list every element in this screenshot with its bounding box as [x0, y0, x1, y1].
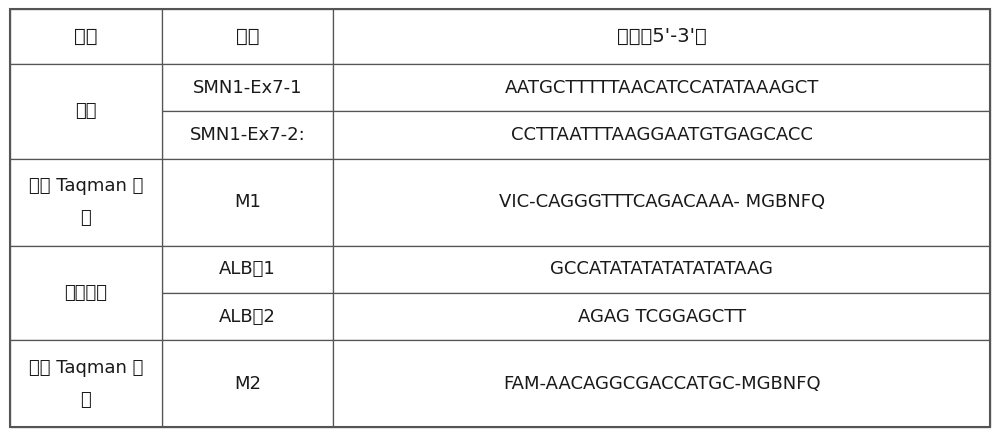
Text: 类型: 类型 [74, 27, 98, 46]
Bar [162, 9, 333, 64]
Text: ALB－2: ALB－2 [219, 308, 276, 326]
Text: ALB－1: ALB－1 [219, 260, 276, 278]
Text: CCTTAATTTAAGGAATGTGAGCACC: CCTTAATTTAAGGAATGTGAGCACC [511, 126, 813, 144]
Text: FAM-AACAGGCGACCATGC-MGBNFQ: FAM-AACAGGCGACCATGC-MGBNFQ [503, 375, 821, 393]
Bar [162, 159, 333, 245]
Bar [10, 341, 162, 427]
Text: 序列（5'-3'）: 序列（5'-3'） [617, 27, 707, 46]
Bar [10, 64, 162, 159]
Text: 第一 Taqman 探
针: 第一 Taqman 探 针 [29, 177, 143, 227]
Text: AGAG TCGGAGCTT: AGAG TCGGAGCTT [578, 308, 746, 326]
Text: AATGCTTTTTAACATCCATATAAAGCT: AATGCTTTTTAACATCCATATAAAGCT [505, 78, 819, 97]
Bar [333, 64, 990, 111]
Text: VIC-CAGGGTTTCAGACAAA- MGBNFQ: VIC-CAGGGTTTCAGACAAA- MGBNFQ [499, 193, 825, 211]
Bar [162, 111, 333, 159]
Text: 引物: 引物 [75, 102, 97, 120]
Bar [10, 159, 162, 245]
Text: GCCATATATATATATATAAG: GCCATATATATATATATAAG [550, 260, 773, 278]
Text: 内参引物: 内参引物 [64, 284, 107, 302]
Bar [162, 245, 333, 293]
Bar [10, 245, 162, 341]
Bar [162, 341, 333, 427]
Bar [162, 293, 333, 341]
Bar [333, 293, 990, 341]
Text: SMN1-Ex7-1: SMN1-Ex7-1 [193, 78, 302, 97]
Text: 第二 Taqman 探
针: 第二 Taqman 探 针 [29, 359, 143, 409]
Bar [333, 111, 990, 159]
Text: 名称: 名称 [236, 27, 259, 46]
Bar [333, 9, 990, 64]
Bar [162, 64, 333, 111]
Bar [333, 159, 990, 245]
Bar [10, 9, 162, 64]
Bar [333, 341, 990, 427]
Bar [333, 245, 990, 293]
Text: M2: M2 [234, 375, 261, 393]
Text: M1: M1 [234, 193, 261, 211]
Text: SMN1-Ex7-2:: SMN1-Ex7-2: [190, 126, 306, 144]
